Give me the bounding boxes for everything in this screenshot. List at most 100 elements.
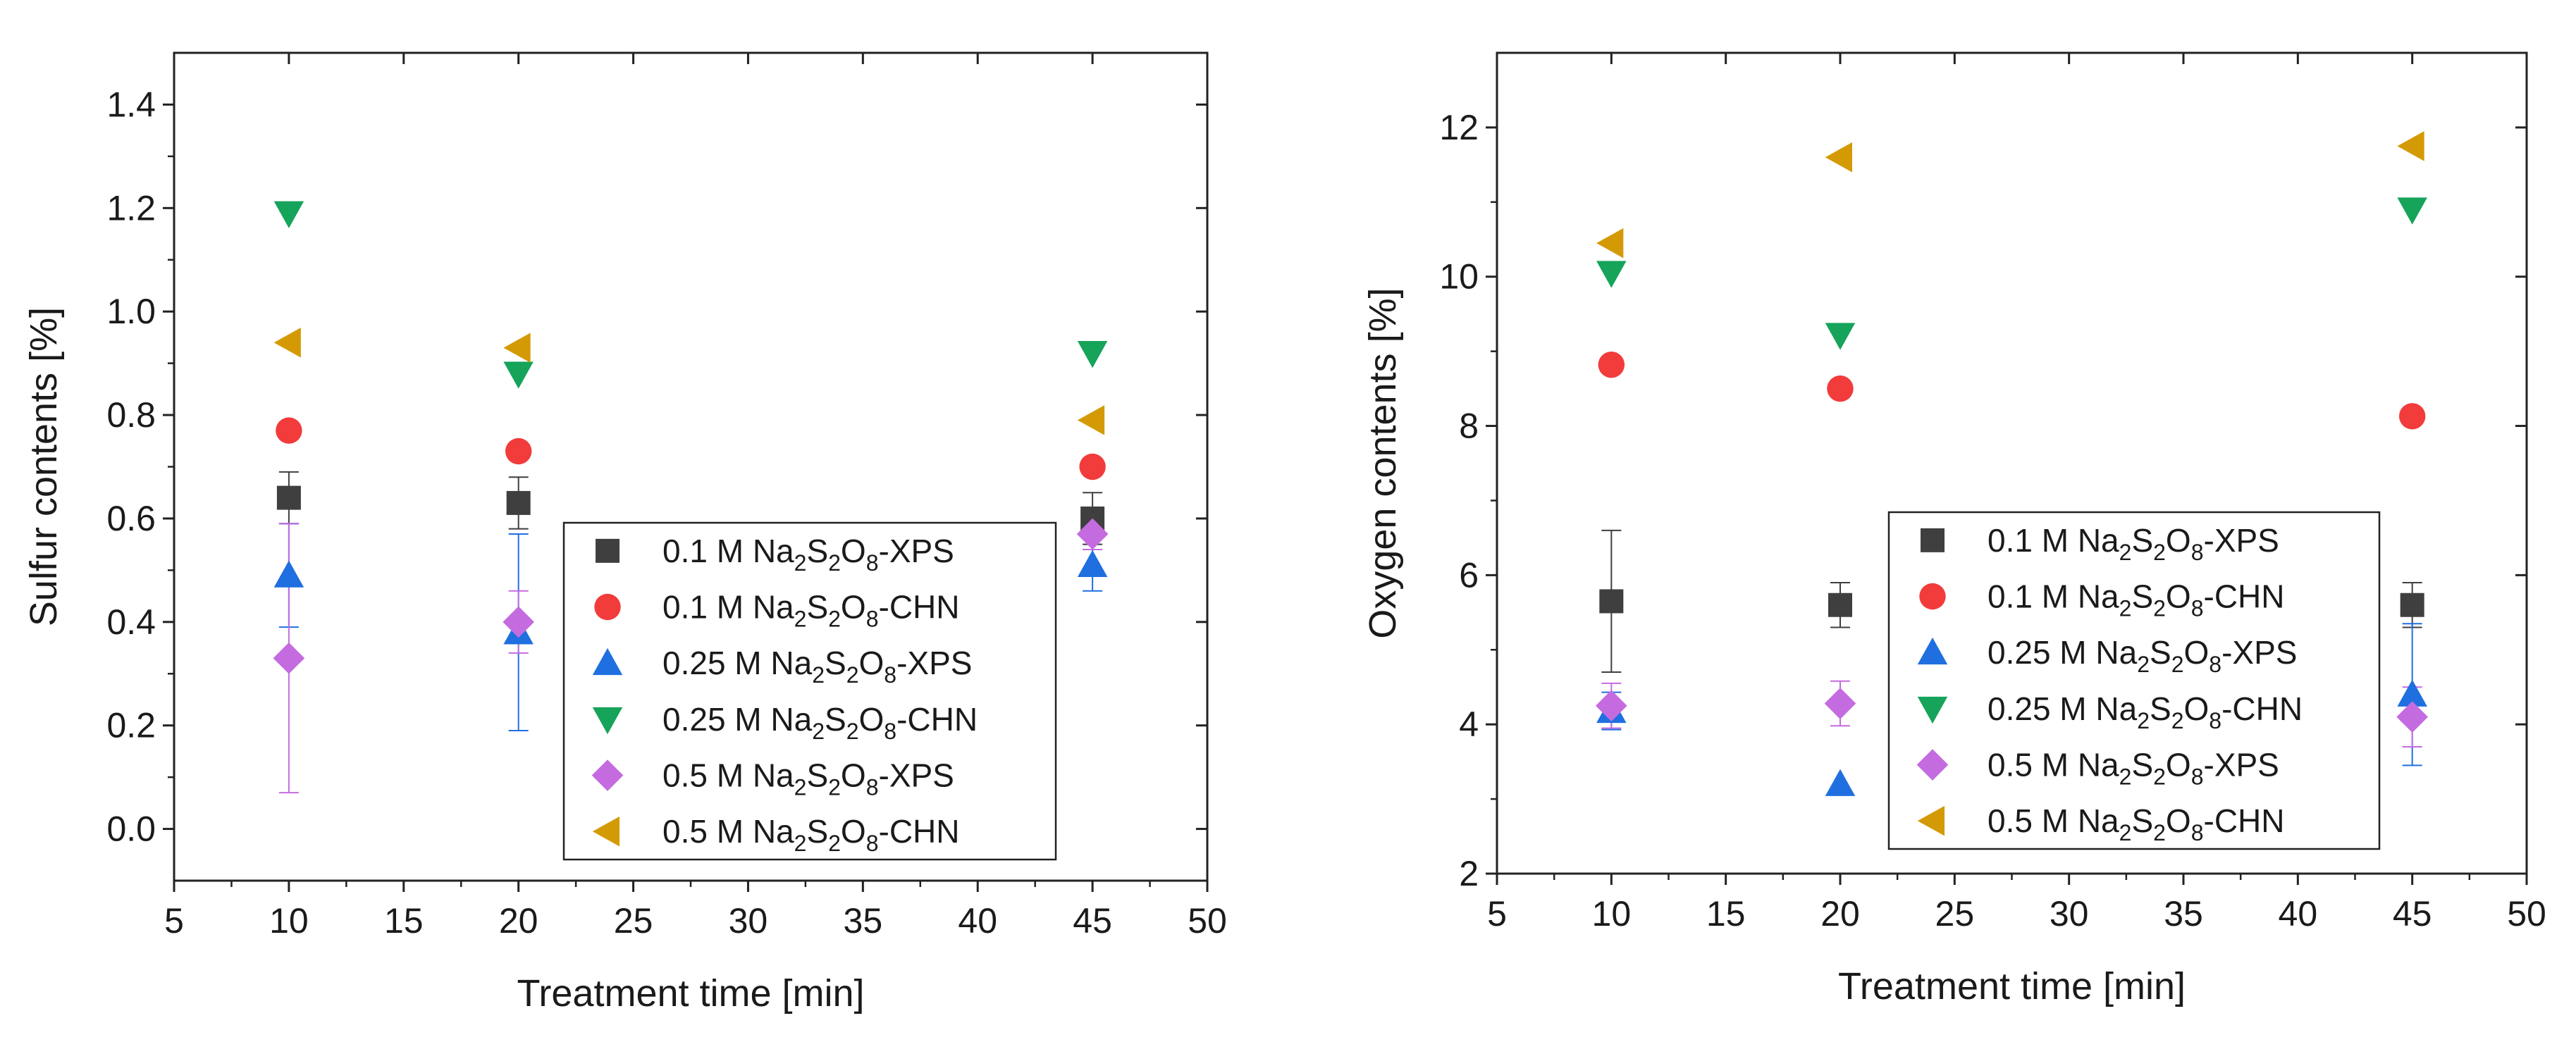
legend-text: O [841, 589, 866, 626]
legend-subscript: 2 [2119, 764, 2132, 790]
legend-text: 0.1 M Na [663, 533, 794, 569]
legend-subscript: 2 [2153, 820, 2166, 845]
legend-subscript: 2 [794, 831, 807, 856]
legend-text: -XPS [2221, 634, 2297, 671]
x-tick-label: 5 [164, 901, 184, 941]
legend-text: -XPS [879, 533, 954, 569]
x-tick-label: 10 [269, 901, 309, 941]
data-point-diamond [273, 642, 305, 674]
legend-text: O [2166, 802, 2191, 839]
x-tick-label: 35 [844, 901, 883, 941]
legend-subscript: 2 [794, 775, 807, 800]
data-point-triangle-down [2397, 197, 2427, 225]
legend-subscript: 8 [2191, 596, 2204, 621]
legend-text: S [2131, 578, 2153, 615]
legend-text: 0.5 M Na [663, 757, 794, 794]
data-point-circle [505, 438, 532, 465]
oxygen-chart: 5 10 15 20 25 30 35 40 45 50 2 4 6 8 10 12 Treatment tim… [1362, 51, 2546, 1007]
legend-subscript: 2 [794, 607, 807, 632]
x-tick-label: 15 [384, 901, 424, 941]
legend-subscript: 2 [2137, 652, 2150, 677]
legend-subscript: 2 [2119, 820, 2132, 845]
legend-entry-label: 0.1 M Na2S2O8-XPS [1988, 522, 2279, 565]
legend-text: -CHN [879, 813, 960, 850]
legend-text: O [841, 757, 866, 794]
data-point-circle [1827, 375, 1854, 402]
data-point-square [2400, 593, 2424, 617]
data-point-square [1599, 589, 1624, 614]
legend-subscript: 2 [2171, 708, 2184, 733]
y-tick-label: 2 [1459, 854, 1479, 893]
data-point-circle [1079, 453, 1106, 480]
legend-subscript: 2 [2153, 596, 2166, 621]
data-point-diamond [503, 606, 534, 638]
legend-entry-label: 0.25 M Na2S2O8-XPS [663, 645, 972, 688]
legend-text: S [2131, 802, 2153, 839]
y-tick-label: 0.0 [106, 810, 156, 849]
legend-entry-label: 0.5 M Na2S2O8-XPS [663, 757, 954, 800]
legend-text: O [2184, 690, 2210, 727]
data-point-triangle-down [1077, 340, 1108, 368]
legend-subscript: 2 [2119, 596, 2132, 621]
x-tick-label: 50 [1188, 901, 1227, 941]
legend-entry-label: 0.5 M Na2S2O8-CHN [663, 813, 959, 856]
data-point-triangle-left [1596, 228, 1624, 259]
legend-text: 0.25 M Na [663, 701, 813, 738]
legend-marker-square [596, 538, 620, 563]
y-tick-label: 0.4 [106, 602, 156, 642]
legend-subscript: 2 [846, 719, 859, 744]
legend-text: S [2131, 522, 2153, 559]
y-tick-label: 1.0 [106, 292, 156, 331]
data-point-triangle-left [503, 333, 531, 363]
legend-subscript: 8 [2209, 708, 2221, 733]
legend-marker-triangle-left [1917, 805, 1945, 836]
legend-text: 0.25 M Na [1988, 634, 2138, 671]
legend-text: 0.5 M Na [1988, 747, 2119, 783]
data-point-triangle-up [1077, 550, 1108, 578]
y-tick-label: 1.2 [106, 188, 156, 228]
legend-entry-label: 0.1 M Na2S2O8-CHN [663, 589, 959, 632]
legend-subscript: 2 [812, 662, 825, 688]
legend-text: 0.5 M Na [663, 813, 794, 850]
sulfur-chart: 5 10 15 20 25 30 35 40 45 50 0.0 0.2 0.4 0.6 0.8 1.0 1.2… [23, 51, 1227, 1015]
data-point-triangle-down [273, 201, 304, 228]
legend-subscript: 8 [2191, 540, 2204, 565]
x-axis-title: Treatment time [min] [517, 972, 864, 1015]
legend-subscript: 2 [846, 662, 859, 688]
legend-text: S [825, 645, 846, 681]
data-point-triangle-left [1077, 405, 1105, 435]
x-tick-label: 50 [2507, 894, 2546, 934]
legend-text: O [2166, 522, 2191, 559]
data-point-square [1828, 593, 1852, 617]
data-point-triangle-left [2397, 131, 2424, 161]
legend-marker-triangle-left [592, 816, 620, 847]
legend-text: O [841, 533, 866, 569]
legend-entry-label: 0.1 M Na2S2O8-XPS [663, 533, 954, 576]
legend-marker-circle [594, 593, 621, 621]
legend-text: -XPS [2204, 522, 2279, 559]
legend-text: -XPS [2204, 747, 2279, 783]
data-point-circle [2398, 403, 2426, 430]
legend-subscript: 2 [794, 550, 807, 576]
legend-marker-triangle-down [1917, 696, 1948, 724]
legend-subscript: 8 [866, 831, 879, 856]
x-axis-title: Treatment time [min] [1838, 965, 2186, 1007]
legend-text: 0.1 M Na [1988, 522, 2119, 559]
legend-marker-triangle-down [592, 707, 623, 735]
y-tick-label: 6 [1459, 555, 1479, 595]
legend-text: O [2166, 578, 2191, 615]
y-tick-label: 0.8 [106, 395, 156, 435]
legend-text: -CHN [879, 589, 960, 626]
legend-subscript: 8 [884, 719, 896, 744]
legend-subscript: 8 [2191, 764, 2204, 790]
legend-marker-square [1921, 528, 1945, 552]
y-tick-label: 8 [1459, 407, 1479, 446]
data-point-square [506, 490, 531, 515]
x-tick-label: 20 [1820, 894, 1860, 934]
legend-text: O [859, 701, 885, 738]
legend-subscript: 2 [2119, 540, 2132, 565]
x-tick-label: 40 [958, 901, 997, 941]
x-tick-label: 5 [1487, 894, 1507, 934]
data-point-triangle-up [1825, 769, 1856, 796]
